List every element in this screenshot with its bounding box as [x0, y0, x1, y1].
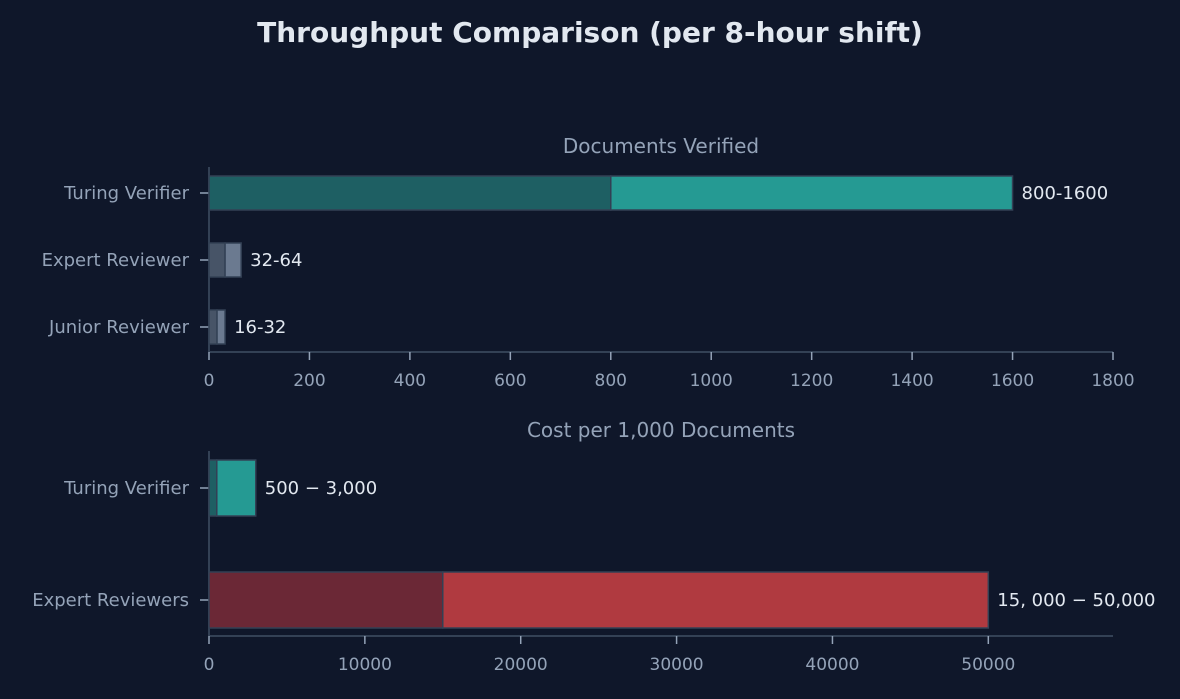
x-tick-label: 400 — [394, 371, 426, 391]
panel-title: Cost per 1,000 Documents — [527, 418, 795, 442]
bar-max-segment — [224, 242, 242, 278]
x-tick-label: 30000 — [650, 655, 704, 675]
x-tick-label: 800 — [595, 371, 627, 391]
bar-value-label: 32-64 — [250, 250, 302, 271]
bar-min-segment — [208, 175, 612, 211]
x-tick-label: 0 — [204, 371, 215, 391]
bar-max-segment — [216, 459, 257, 517]
y-category-label: Turing Verifier — [63, 183, 189, 204]
x-tick-label: 20000 — [494, 655, 548, 675]
x-tick-label: 1000 — [690, 371, 733, 391]
y-category-label: Turing Verifier — [63, 478, 189, 499]
bar-value-label: 16-32 — [234, 317, 286, 338]
bar-min-segment — [208, 571, 444, 629]
x-tick-label: 1400 — [890, 371, 933, 391]
x-tick-label: 1600 — [991, 371, 1034, 391]
y-category-label: Junior Reviewer — [48, 317, 190, 338]
chart-panel-2: Cost per 1,000 Documents 0 10000 20000 30000… — [32, 418, 1155, 675]
x-tick-label: 0 — [204, 655, 215, 675]
bar-value-label: 800-1600 — [1022, 183, 1109, 204]
x-tick-label: 200 — [293, 371, 325, 391]
bar-value-label: 500 − 3,000 — [265, 478, 377, 499]
bar-value-label: 15, 000 − 50,000 — [997, 590, 1155, 611]
x-tick-label: 40000 — [805, 655, 859, 675]
x-tick-label: 1800 — [1091, 371, 1134, 391]
y-category-label: Expert Reviewers — [32, 590, 189, 611]
bar-min-segment — [208, 242, 226, 278]
y-category-label: Expert Reviewer — [42, 250, 190, 271]
x-tick-label: 50000 — [961, 655, 1015, 675]
x-tick-label: 600 — [494, 371, 526, 391]
chart-panel-1: Documents Verified 0 200 400 600 800 1000 1200 1… — [42, 134, 1135, 391]
bar-max-segment — [610, 175, 1014, 211]
bar-max-segment — [216, 309, 226, 345]
bar-min-segment — [208, 309, 218, 345]
panel-title: Documents Verified — [563, 134, 759, 158]
x-tick-label: 10000 — [338, 655, 392, 675]
x-tick-label: 1200 — [790, 371, 833, 391]
bar-min-segment — [208, 459, 218, 517]
bar-max-segment — [442, 571, 990, 629]
figure-title: Throughput Comparison (per 8-hour shift) — [257, 16, 923, 49]
